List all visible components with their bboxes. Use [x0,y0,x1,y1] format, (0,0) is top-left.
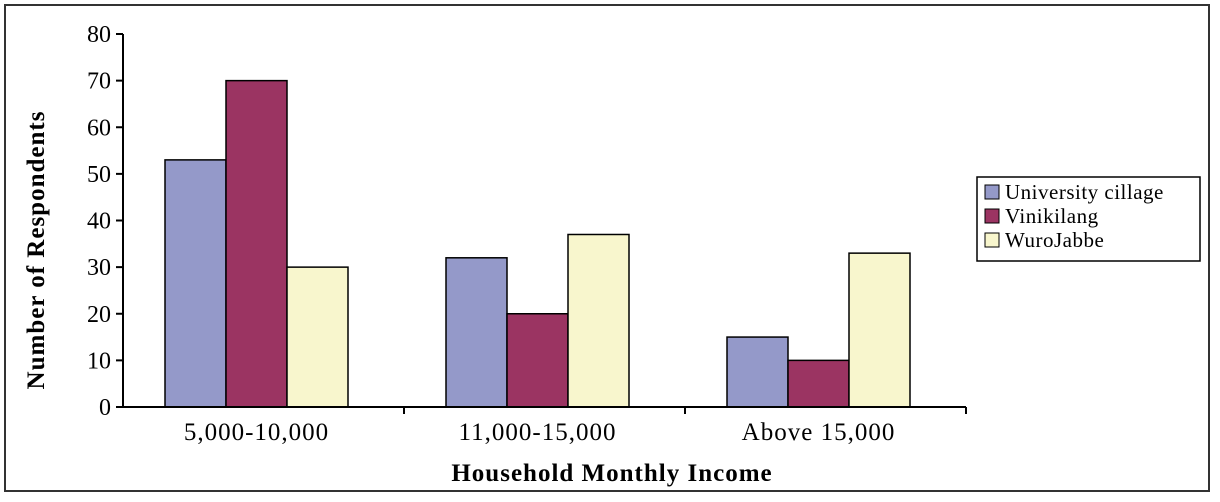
y-tick-label: 80 [87,22,111,48]
x-category-label: Above 15,000 [742,419,896,446]
y-tick-label: 20 [87,302,111,328]
bar-3-3 [848,252,911,408]
bar-1-2 [445,257,508,408]
legend-swatch [984,184,1000,200]
bar-2-1 [225,79,288,408]
legend-box [976,176,1201,262]
legend-label: WuroJabbe [1005,228,1104,252]
x-categories-group: 5,000-10,000 11,000-15,000 Above 15,000 [184,407,967,446]
bar-3-2 [567,233,630,408]
bar-1-1 [164,159,227,408]
x-category-label: 11,000-15,000 [459,419,617,446]
bars-group [164,79,911,408]
y-tick-label: 70 [87,69,111,95]
x-axis-title: Household Monthly Income [451,460,772,487]
bar-1-3 [726,336,789,408]
legend-label: University cillage [1005,180,1164,204]
y-tick-label: 30 [87,255,111,281]
legend-swatch [984,208,1000,224]
x-category-label: 5,000-10,000 [184,419,329,446]
y-tick-label: 0 [99,395,111,421]
y-tick-label: 60 [87,115,111,141]
y-tick-label: 10 [87,348,111,374]
bar-3-1 [286,266,349,408]
legend-label: Vinikilang [1005,204,1099,228]
legend-swatch [984,232,1000,248]
y-axis-title: Number of Respondents [23,111,50,390]
bar-2-2 [506,313,569,408]
bar-2-3 [787,359,850,408]
y-ticks-group: 0 10 20 30 40 50 60 70 80 [87,22,123,421]
y-tick-label: 50 [87,162,111,188]
y-tick-label: 40 [87,209,111,235]
